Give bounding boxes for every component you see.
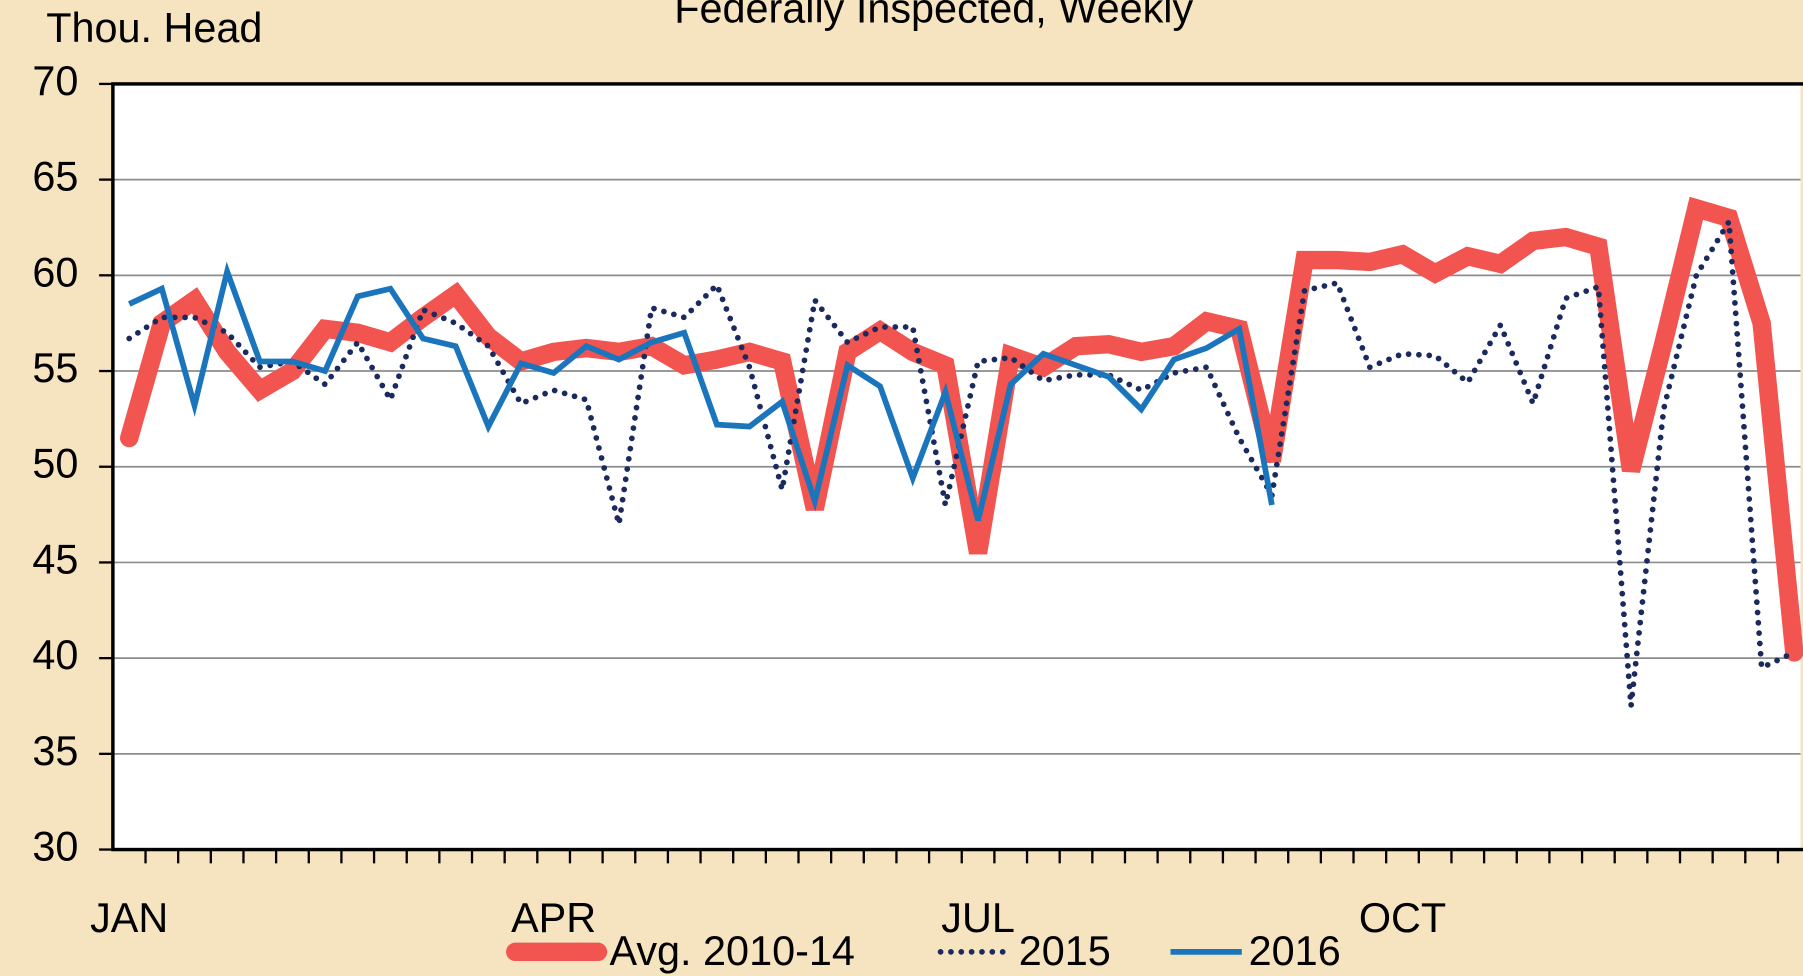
y-axis-title: Thou. Head bbox=[46, 5, 262, 51]
y-tick-label: 60 bbox=[32, 249, 78, 295]
y-tick-label: 55 bbox=[32, 345, 78, 391]
x-tick-label: JUL bbox=[941, 895, 1015, 941]
y-tick-label: 35 bbox=[32, 728, 78, 774]
plot-border bbox=[111, 82, 1803, 852]
series-line bbox=[126, 212, 1798, 707]
x-tick-label: APR bbox=[511, 895, 596, 941]
legend-label: 2015 bbox=[1019, 928, 1111, 974]
series-line bbox=[127, 261, 1275, 522]
x-tick-label: JAN bbox=[90, 895, 168, 941]
y-tick-label: 70 bbox=[32, 58, 78, 104]
legend-label: Avg. 2010-14 bbox=[610, 928, 855, 974]
chart-title: Federally Inspected, Weekly bbox=[674, 0, 1193, 31]
y-tick-label: 40 bbox=[32, 632, 78, 678]
y-tick-label: 65 bbox=[32, 154, 78, 200]
x-tick-label: OCT bbox=[1359, 895, 1446, 941]
y-tick-label: 45 bbox=[32, 536, 78, 582]
legend-label: 2016 bbox=[1249, 928, 1341, 974]
y-tick-label: 30 bbox=[32, 823, 78, 869]
y-tick-label: 50 bbox=[32, 441, 78, 487]
